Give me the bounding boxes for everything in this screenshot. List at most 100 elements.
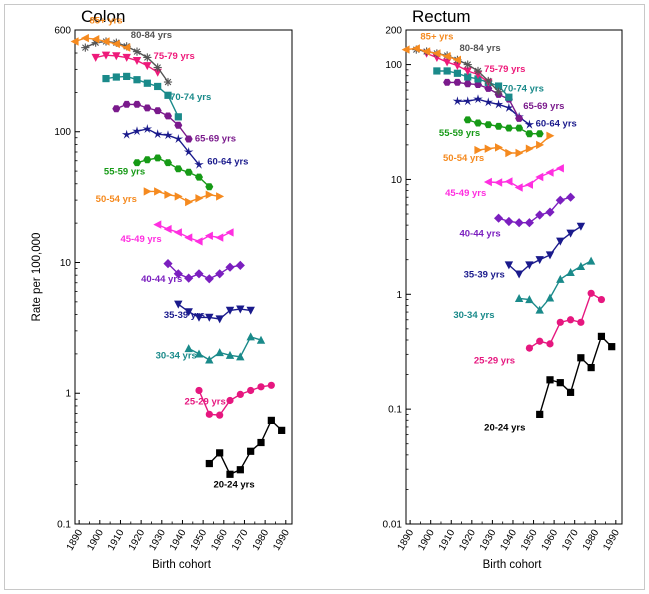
data-point	[216, 449, 224, 457]
data-point	[215, 348, 224, 357]
data-point	[184, 308, 193, 317]
data-point	[111, 39, 120, 49]
series-60-64-yrs: 60-64 yrs	[121, 124, 248, 169]
data-point	[484, 144, 493, 153]
data-point	[195, 386, 203, 395]
data-point	[535, 130, 544, 138]
data-point	[194, 349, 204, 358]
data-point	[205, 459, 213, 468]
data-point	[474, 81, 482, 88]
x-tick-label: 1990	[601, 527, 622, 552]
data-point	[514, 270, 524, 279]
data-point	[236, 352, 245, 361]
data-point	[112, 73, 120, 81]
data-point	[505, 148, 514, 158]
series-55-59-yrs: 55-59 yrs	[439, 116, 544, 139]
data-point	[164, 91, 172, 99]
data-point	[163, 259, 173, 269]
data-point	[122, 43, 131, 52]
data-point	[143, 104, 152, 112]
data-point	[152, 129, 163, 139]
x-tick-label: 1940	[498, 527, 519, 552]
data-point	[246, 332, 255, 341]
data-point	[546, 376, 554, 384]
data-point	[514, 294, 524, 302]
data-point	[484, 85, 493, 92]
series-label: 25-29 yrs	[474, 355, 515, 366]
data-point	[536, 410, 544, 418]
data-point	[515, 148, 524, 158]
data-point	[194, 269, 204, 279]
data-point	[184, 273, 194, 283]
data-point	[556, 318, 564, 326]
data-point	[442, 58, 452, 67]
series-40-44-yrs: 40-44 yrs	[459, 192, 576, 239]
series-label: 60-64 yrs	[536, 118, 577, 129]
series-label: 80-84 yrs	[131, 30, 172, 41]
data-point	[101, 37, 110, 46]
series-line	[539, 335, 613, 415]
data-point	[205, 190, 214, 199]
data-point	[205, 410, 213, 418]
x-tick-label: 1930	[147, 527, 168, 552]
data-point	[205, 355, 214, 364]
series-label: 40-44 yrs	[141, 274, 182, 285]
series-55-59-yrs: 55-59 yrs	[104, 154, 214, 191]
data-point	[91, 53, 100, 62]
data-point	[216, 192, 225, 201]
data-point	[494, 213, 504, 223]
x-tick-label: 1990	[271, 527, 292, 552]
data-point	[236, 305, 245, 314]
y-tick-label: 100	[385, 60, 402, 71]
data-point	[555, 164, 564, 173]
data-point	[143, 62, 152, 71]
series-label: 20-24 yrs	[213, 480, 254, 491]
data-point	[453, 69, 462, 77]
series-85plus-yrs: 85+ yrs	[401, 32, 461, 64]
series-25-29-yrs: 25-29 yrs	[185, 381, 275, 419]
data-point	[443, 67, 451, 75]
series-45-49-yrs: 45-49 yrs	[120, 220, 234, 246]
data-point	[226, 396, 234, 405]
data-point	[173, 134, 184, 143]
data-point	[194, 159, 204, 169]
data-point	[91, 35, 100, 44]
data-point	[545, 293, 555, 302]
data-point	[205, 313, 214, 322]
data-point	[215, 315, 224, 324]
x-tick-label: 1950	[189, 527, 210, 552]
data-point	[235, 260, 245, 270]
data-point	[474, 145, 483, 155]
x-tick-label: 1930	[478, 527, 499, 552]
data-point	[525, 344, 534, 352]
series-label: 65-69 yrs	[523, 101, 564, 112]
data-point	[484, 121, 493, 129]
data-point	[463, 80, 472, 88]
x-tick-label: 1950	[519, 527, 540, 552]
data-point	[121, 129, 132, 139]
data-point	[411, 44, 420, 53]
x-tick-label: 1980	[581, 527, 602, 552]
series-70-74-yrs: 70-74 yrs	[102, 72, 211, 121]
data-point	[80, 33, 89, 43]
series-label: 55-59 yrs	[104, 167, 145, 178]
panel-title: Rectum	[412, 7, 471, 26]
series-line	[208, 419, 283, 476]
data-point	[164, 159, 172, 167]
data-point	[535, 256, 544, 265]
data-point	[515, 114, 524, 122]
series-label: 45-49 yrs	[445, 188, 486, 199]
data-point	[504, 261, 514, 270]
series-85plus-yrs: 85+ yrs	[70, 16, 131, 52]
x-tick-label: 1920	[457, 527, 478, 552]
data-point	[142, 124, 153, 133]
data-point	[453, 78, 462, 86]
data-point	[514, 218, 524, 228]
data-point	[195, 173, 203, 181]
data-point	[432, 49, 441, 58]
data-point	[204, 231, 213, 240]
data-point	[184, 344, 193, 353]
data-point	[546, 131, 555, 140]
data-point	[163, 224, 172, 234]
